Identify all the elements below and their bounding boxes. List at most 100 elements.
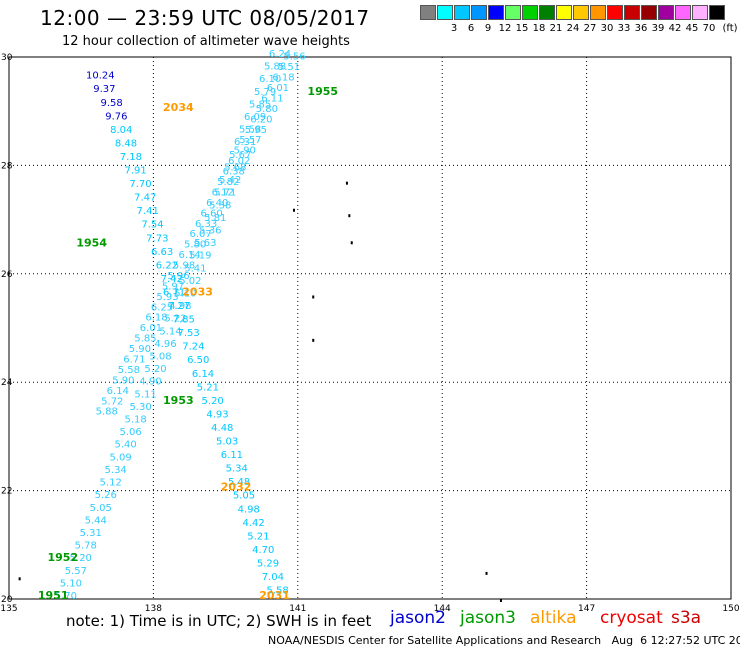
swh-value: 6.01 [140,323,162,334]
swh-value: 6.10 [259,74,281,85]
swh-value: 5.97 [162,281,184,292]
scale-cell [522,5,538,20]
lat-tick-label: 28 [1,161,13,171]
swh-value: 10.24 [86,71,115,82]
swh-value: 7.91 [125,166,147,177]
swh-value: 5.67 [229,150,251,161]
island-mark [292,208,295,212]
credit-line: NOAA/NESDIS Center for Satellite Applica… [268,634,740,647]
swh-value: 5.80 [184,240,206,251]
swh-value: 6.71 [123,355,145,366]
scale-cell [692,5,708,20]
lat-tick-label: 24 [1,378,13,388]
scale-cell [675,5,691,20]
lat-tick-label: 26 [1,270,13,280]
scale-label: 27 [583,23,597,34]
swh-value: 6.02 [228,156,250,167]
scale-label: 18 [532,23,546,34]
swh-value: 5.90 [234,146,256,157]
swh-value: 6.25 [151,302,173,313]
scale-cell [454,5,470,20]
swh-value: 5.56 [283,52,305,63]
swh-value: 6.11 [221,450,243,461]
swh-value: 5.81 [204,213,226,224]
scale-label: 45 [685,23,699,34]
scale-label: 70 [702,23,716,34]
swh-value: 6.33 [195,219,217,230]
swh-value: 7.41 [137,206,159,217]
lat-tick-label: 22 [1,487,12,497]
time-label: 1953 [163,394,194,407]
swh-value: 5.88 [264,62,286,73]
swh-value: 5.26 [95,490,117,501]
swh-value: 7.18 [120,152,142,163]
swh-value: 5.34 [226,464,248,475]
swh-value: 5.22 [164,314,186,325]
swh-value: 5.88 [96,407,118,418]
swh-value: 6.50 [187,355,209,366]
scale-label: 21 [549,23,563,34]
swh-value: 4.48 [211,423,233,434]
swh-value: 5.05 [90,503,112,514]
swh-value: 5.95 [245,125,267,136]
swh-value: 5.40 [115,440,137,451]
swh-value: 7.27 [168,301,190,312]
scale-label: 6 [467,23,475,34]
satellite-altika: altika [530,608,577,628]
scale-label: 39 [651,23,665,34]
map-frame [8,56,732,600]
swh-value: 4.93 [206,409,228,420]
footnote: note: 1) Time is in UTC; 2) SWH is in fe… [66,612,372,630]
swh-value: 5.57 [65,566,87,577]
swh-value: 6.31 [234,137,256,148]
island-mark [312,338,315,342]
swh-value: 6.14 [107,386,129,397]
scale-cell [607,5,623,20]
swh-value: 6.11 [261,93,283,104]
scale-cell [709,5,725,20]
scale-label: 42 [668,23,682,34]
satellite-cryosat: cryosat [600,608,663,628]
swh-value: 5.06 [119,427,141,438]
swh-value: 6.71 [163,287,185,298]
time-label: 1955 [307,85,338,98]
swh-value: 9.58 [100,98,122,109]
swh-value: 6.14 [178,250,200,261]
scale-cell [573,5,589,20]
swh-value: 4.42 [242,518,264,529]
swh-value: 5.20 [70,553,92,564]
satellite-jason3: jason3 [460,608,516,628]
swh-value: 5.34 [105,465,127,476]
lon-tick-label: 141 [289,604,306,614]
swh-value: 5.90 [129,344,151,355]
swh-value: 5.20 [202,396,224,407]
scale-cell [505,5,521,20]
swh-value: 6.24 [269,49,291,60]
swh-value: 5.21 [247,531,269,542]
swh-value: 5.20 [144,364,166,375]
scale-cell [471,5,487,20]
swh-value: 5.93 [156,292,178,303]
lat-tick-label: 30 [1,53,13,63]
swh-value: 5.08 [149,352,171,363]
swh-value: 7.53 [177,328,199,339]
swh-value: 5.51 [278,62,300,73]
scale-cell [539,5,555,20]
swh-value: 6.40 [206,198,228,209]
time-label: 2034 [163,101,194,114]
island-mark [499,599,502,602]
swh-value: 5.57 [239,135,261,146]
scale-cell [590,5,606,20]
swh-value: 5.58 [267,586,289,597]
satellite-s3a: s3a [671,608,702,628]
island-mark [350,241,353,245]
swh-value: 6.07 [190,229,212,240]
island-mark [312,295,315,299]
scale-label: 3 [450,23,458,34]
swh-value: 5.42 [219,175,241,186]
swh-value: 5.79 [254,87,276,98]
swh-value: 6.09 [244,112,266,123]
swh-value: 4.98 [238,504,260,515]
swh-value: 5.02 [179,276,201,287]
scale-cell [488,5,504,20]
